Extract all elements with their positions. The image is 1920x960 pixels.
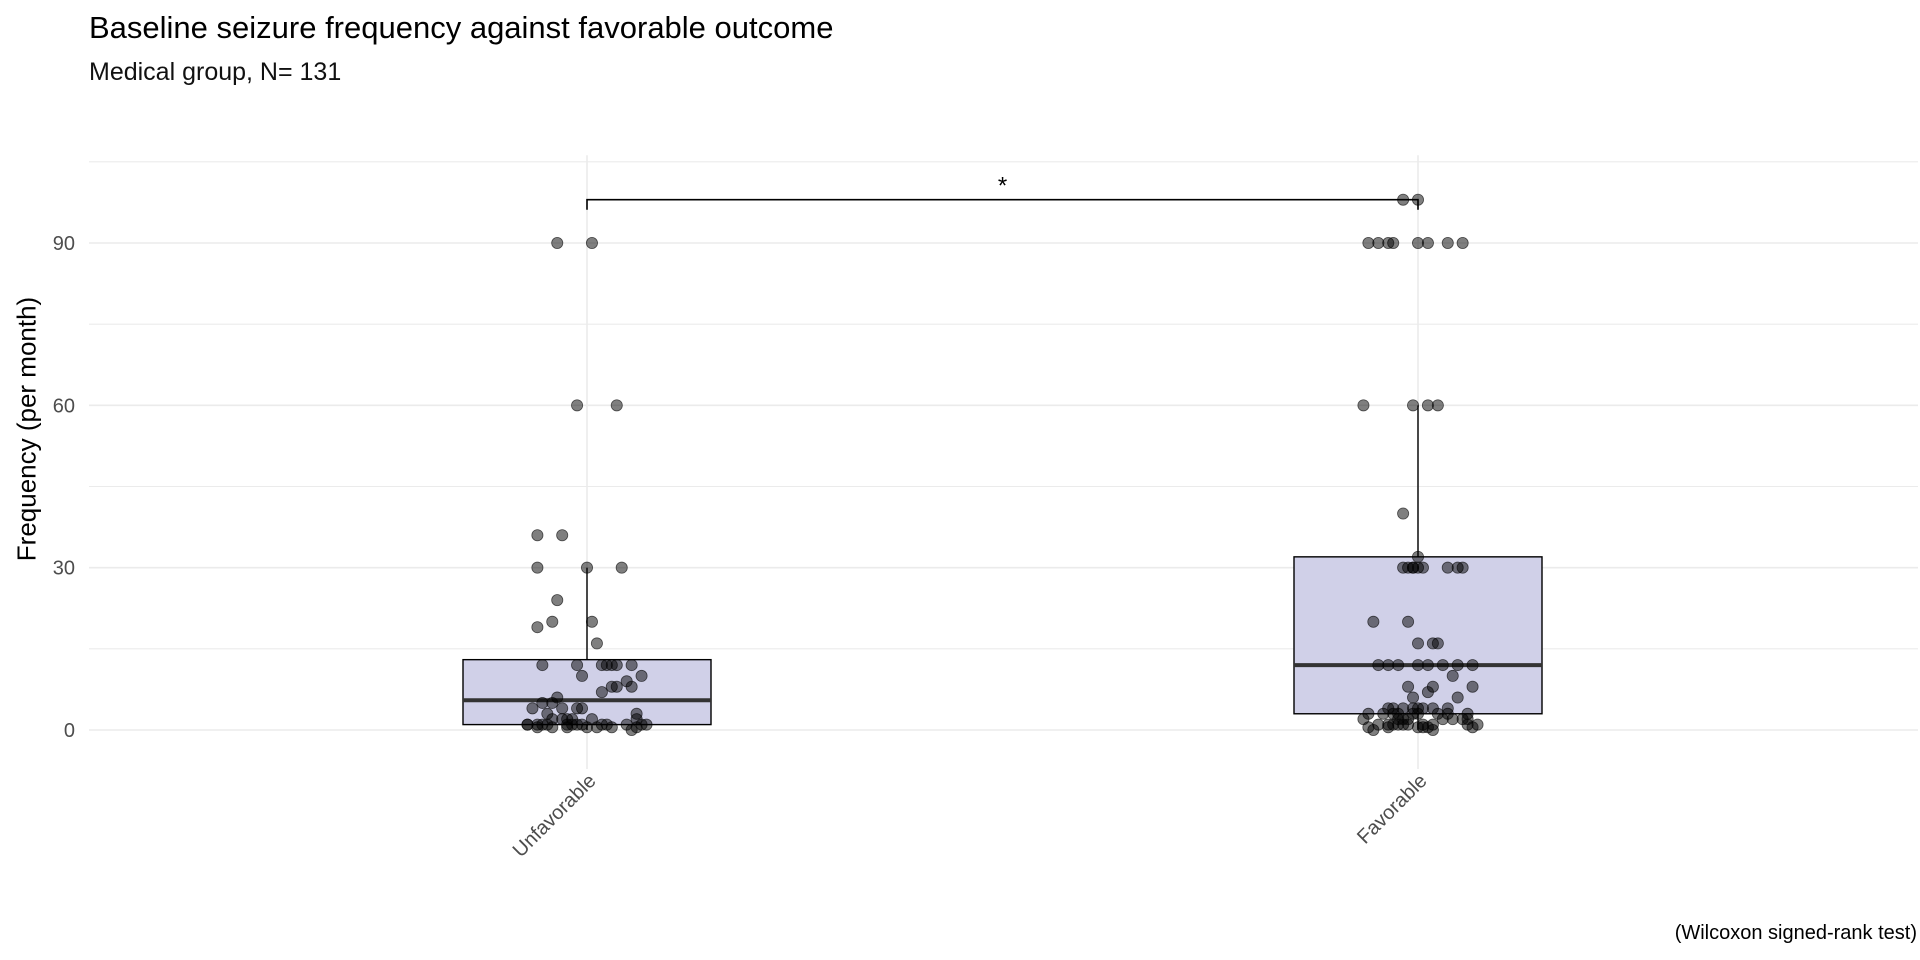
data-point: [531, 621, 544, 634]
data-point: [1377, 707, 1390, 720]
data-point: [581, 561, 594, 574]
box-iqr: [1293, 556, 1543, 715]
data-point: [526, 702, 539, 715]
data-point: [625, 724, 638, 737]
data-point: [1372, 236, 1385, 249]
data-point: [585, 615, 598, 628]
data-point: [576, 702, 589, 715]
data-point: [1412, 637, 1425, 650]
data-point: [1451, 691, 1464, 704]
data-point: [536, 696, 549, 709]
data-point: [1357, 399, 1370, 412]
data-point: [1397, 561, 1410, 574]
data-point: [531, 721, 544, 734]
data-point: [1421, 236, 1434, 249]
data-point: [571, 399, 584, 412]
data-point: [556, 702, 569, 715]
data-point: [1426, 724, 1439, 737]
data-point: [1412, 236, 1425, 249]
data-point: [1466, 721, 1479, 734]
data-point: [1451, 659, 1464, 672]
data-point: [625, 680, 638, 693]
x-tick-label: Unfavorable: [509, 770, 601, 862]
data-point: [605, 721, 618, 734]
data-point: [551, 594, 564, 607]
data-point: [590, 721, 603, 734]
data-point: [1426, 637, 1439, 650]
data-point: [1466, 680, 1479, 693]
data-point: [521, 718, 534, 731]
data-point: [546, 615, 559, 628]
data-point: [1446, 669, 1459, 682]
data-point: [1441, 561, 1454, 574]
data-point: [1407, 691, 1420, 704]
y-tick-label: 30: [53, 558, 75, 580]
data-point: [610, 680, 623, 693]
data-point: [551, 236, 564, 249]
data-point: [1387, 236, 1400, 249]
data-point: [1436, 713, 1449, 726]
data-point: [531, 561, 544, 574]
data-point: [1436, 659, 1449, 672]
data-point: [1367, 724, 1380, 737]
data-point: [536, 659, 549, 672]
data-point: [635, 669, 648, 682]
y-tick-label: 60: [53, 395, 75, 417]
data-point: [615, 561, 628, 574]
data-point: [1412, 659, 1425, 672]
data-point: [1456, 236, 1469, 249]
data-point: [531, 529, 544, 542]
data-point: [571, 659, 584, 672]
box-iqr: [462, 658, 712, 726]
data-point: [1416, 721, 1429, 734]
data-point: [1372, 659, 1385, 672]
data-point: [1367, 615, 1380, 628]
data-point: [595, 686, 608, 699]
data-point: [1421, 659, 1434, 672]
data-point: [1382, 721, 1395, 734]
data-point: [625, 659, 638, 672]
data-point: [1392, 659, 1405, 672]
data-point: [576, 669, 589, 682]
chart-caption: (Wilcoxon signed-rank test): [1674, 922, 1917, 944]
data-point: [590, 637, 603, 650]
y-tick-label: 90: [53, 233, 75, 255]
data-point: [561, 721, 574, 734]
data-point: [1446, 713, 1459, 726]
data-point: [610, 399, 623, 412]
data-point: [1412, 550, 1425, 563]
data-point: [585, 236, 598, 249]
data-point: [1402, 615, 1415, 628]
data-point: [556, 529, 569, 542]
significance-bracket: [586, 198, 1419, 210]
data-point: [1402, 680, 1415, 693]
data-point: [1407, 561, 1420, 574]
data-point: [1456, 561, 1469, 574]
data-point: [546, 721, 559, 734]
data-point: [1421, 686, 1434, 699]
data-point: [1407, 399, 1420, 412]
data-point: [1441, 236, 1454, 249]
data-point: [1466, 659, 1479, 672]
data-point: [1382, 659, 1395, 672]
chart-subtitle: Medical group, N= 131: [89, 58, 342, 86]
chart-title: Baseline seizure frequency against favor…: [89, 10, 834, 45]
data-point: [1431, 399, 1444, 412]
data-point: [1397, 507, 1410, 520]
x-tick-label: Favorable: [1353, 770, 1431, 848]
data-point: [600, 659, 613, 672]
data-point: [546, 696, 559, 709]
significance-label: *: [998, 173, 1007, 200]
y-tick-label: 0: [64, 720, 75, 742]
data-point: [1392, 718, 1405, 731]
